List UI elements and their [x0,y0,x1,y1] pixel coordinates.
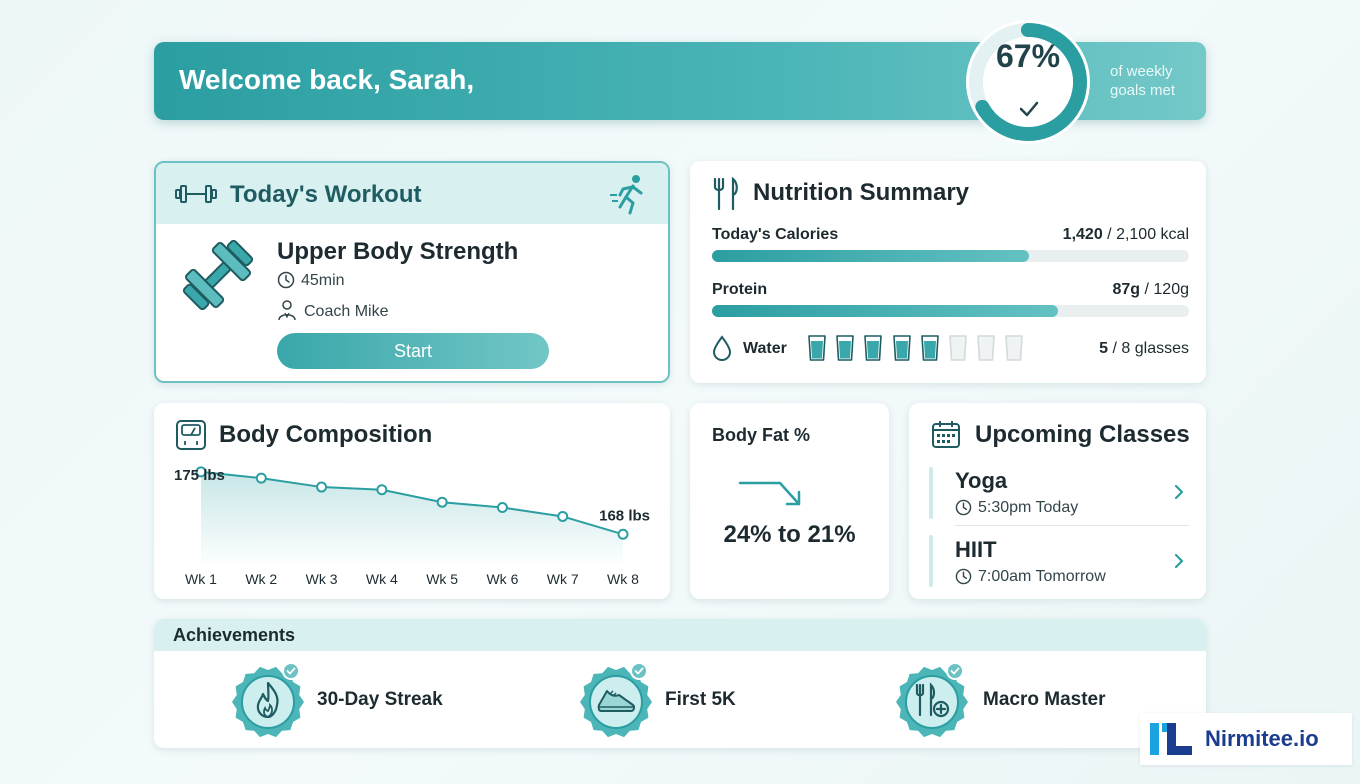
water-drop-icon [712,335,732,361]
weekly-goal-percent: 67% [995,38,1061,74]
class-name: HIIT [955,537,997,562]
upcoming-classes-card: Upcoming Classes Yoga 5:30pm Today HIIT … [909,403,1206,599]
water-glass-filled [892,335,911,361]
workout-duration: 45min [301,272,345,289]
upcoming-classes-title: Upcoming Classes [975,421,1190,448]
brand-logo: Nirmitee.io [1140,713,1352,765]
nutrition-summary-card: Nutrition Summary Today's Calories 1,420… [690,161,1206,383]
weekly-goal-caption: of weekly goals met [1110,63,1176,99]
water-label: Water [743,340,787,357]
water-glass-filled [808,335,826,361]
x-tick-label: Wk 4 [366,571,398,587]
weight-line-chart: Wk 1 Wk 2 Wk 3 Wk 4 Wk 5 Wk 6 Wk 7 Wk 8 175 lbs 1… [174,466,650,587]
end-weight-label: 168 lbs [599,507,650,524]
dumbbell-icon [175,185,217,203]
class-name: Yoga [955,468,1008,493]
body-composition-title: Body Composition [219,421,433,448]
water-value: 5 / 8 glasses [1099,340,1189,357]
water-glass-filled [920,335,939,361]
weight-point [195,466,207,478]
clock-icon [955,568,972,585]
class-time: 5:30pm Today [978,499,1079,516]
flame-icon [232,662,304,738]
clock-icon [955,499,972,516]
divider [955,525,1189,526]
body-composition-card: Body Composition Wk 1 Wk 2 Wk 3 Wk 4 Wk 5 Wk … [154,403,670,599]
body-fat-card: Body Fat % 24% to 21% [690,403,889,599]
x-tick-label: Wk 5 [426,571,458,587]
workout-coach: Coach Mike [304,303,389,320]
calories-value: 1,420 / 2,100 kcal [1062,226,1189,243]
weight-point [436,496,448,508]
x-tick-label: Wk 6 [486,571,518,587]
class-time: 7:00am Tomorrow [978,568,1106,585]
protein-progress-bar [712,305,1189,317]
achievements-header [154,619,1206,651]
achievements-title: Achievements [173,625,296,645]
water-glass-filled [864,335,883,361]
start-weight-label: 175 lbs [174,467,225,484]
brand-name: Nirmitee.io [1205,726,1319,751]
x-tick-label: Wk 2 [245,571,277,587]
weight-area [201,471,623,563]
x-tick-label: Wk 8 [607,571,639,587]
water-glass-filled [836,335,854,361]
dumbbell-illustration-icon [182,239,254,311]
welcome-text: Welcome back, Sarah, [179,64,475,95]
chevron-right-icon [1174,484,1184,500]
todays-workout-card: Today's Workout Upper Body Strength 45mi… [154,161,670,383]
fork-knife-icon [713,177,738,211]
water-glass-empty [1005,335,1024,361]
protein-value: 87g / 120g [1112,281,1189,298]
achievements-card: Achievements 30-Day Streak First 5K Macr… [154,619,1206,748]
water-glass-empty [949,335,967,361]
fork-knife-plus-icon [896,662,968,738]
x-tick-label: Wk 7 [547,571,579,587]
weight-point [496,502,508,514]
scale-icon [176,420,206,450]
calories-label: Today's Calories [712,226,839,243]
nutrition-title: Nutrition Summary [753,179,970,206]
weight-point [255,472,267,484]
body-fat-value: 24% to 21% [723,521,856,548]
weight-point [316,481,328,493]
check-icon [1019,101,1039,117]
weekly-goal-ring [966,20,1090,144]
water-glass-empty [977,335,995,361]
running-shoe-icon [580,662,652,738]
calendar-icon [932,421,960,448]
achievement-label: First 5K [665,689,736,710]
achievement-label: 30-Day Streak [317,689,443,710]
calories-progress-bar [712,250,1189,262]
coach-icon [278,300,296,321]
body-fat-title: Body Fat % [712,425,811,445]
workout-name: Upper Body Strength [277,238,519,265]
clock-icon [277,271,295,289]
protein-label: Protein [712,281,768,298]
x-tick-label: Wk 1 [185,571,217,587]
x-tick-label: Wk 3 [306,571,338,587]
weight-line [200,470,624,536]
workout-card-header [156,163,668,224]
running-person-icon [610,175,643,215]
chevron-right-icon [1174,553,1184,569]
workout-card-title: Today's Workout [230,181,422,208]
start-workout-button[interactable]: Start [277,333,549,369]
nirmitee-logo-icon [1150,723,1192,755]
achievement-label: Macro Master [983,689,1106,710]
weight-point [376,484,388,496]
trend-down-icon [738,481,801,506]
weight-point [617,528,629,540]
class-item-hiit[interactable]: HIIT 7:00am Tomorrow [909,530,1206,592]
weight-point [557,510,569,522]
class-item-yoga[interactable]: Yoga 5:30pm Today [909,461,1206,523]
